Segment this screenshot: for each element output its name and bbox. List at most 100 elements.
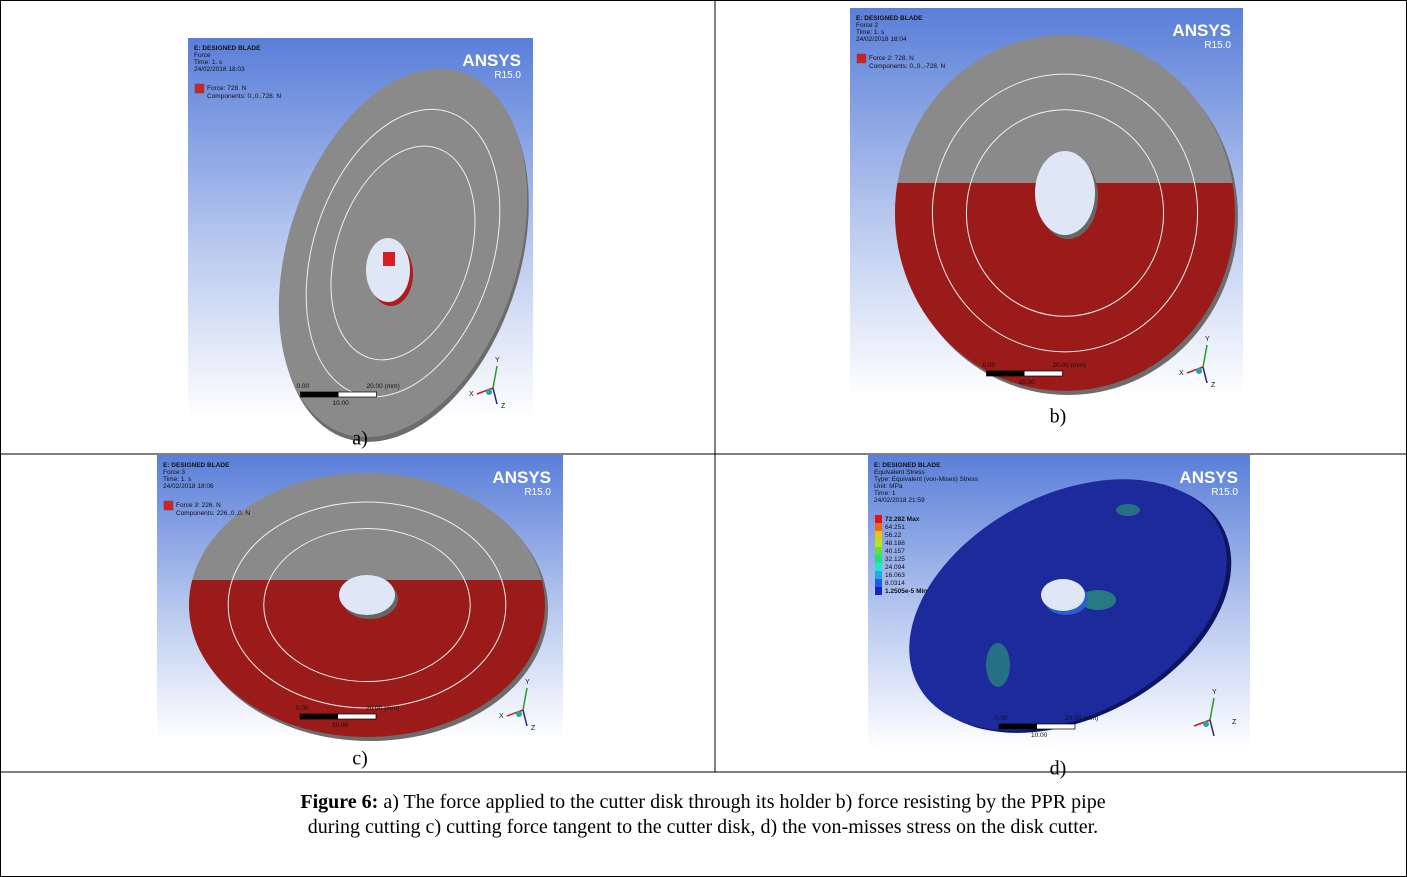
- panel-label: c): [352, 748, 368, 770]
- legend-text: Force 2: 728. N: [869, 55, 914, 62]
- axis-letter: X: [469, 391, 474, 398]
- brand: ANSYS: [462, 51, 521, 70]
- caption-text: during cutting c) cutting force tangent …: [308, 816, 1098, 838]
- contour-swatch: [875, 579, 882, 587]
- scale-label: 10.00: [332, 722, 349, 729]
- caption-text: a) The force applied to the cutter disk …: [378, 791, 1105, 813]
- scale-label: 20.00 (mm): [366, 705, 399, 712]
- panel-label: d): [1050, 758, 1067, 780]
- header-text: E: DESIGNED BLADE: [874, 462, 941, 469]
- contour-swatch: [875, 571, 882, 579]
- force-marker: [383, 252, 395, 266]
- scale-label: 20.00 (mm): [1053, 362, 1086, 369]
- scale-label: 10.00: [333, 400, 350, 407]
- scale-label: 0.00: [995, 715, 1008, 722]
- legend-text: Components: 226.,0.,0. N: [176, 510, 250, 517]
- contour-swatch: [875, 539, 882, 547]
- legend-swatch: [164, 501, 173, 510]
- disc-hole: [1035, 151, 1095, 235]
- header-text: Time: 1. s: [856, 29, 885, 36]
- axis-letter: Z: [1211, 382, 1216, 389]
- contour-value: 1.2505e-5 Min: [885, 588, 927, 595]
- legend-text: Force 3: 226. N: [176, 502, 221, 509]
- contour-value: 64.251: [885, 524, 905, 531]
- contour-value: 16.063: [885, 572, 905, 579]
- scale-bar-fill: [999, 724, 1037, 729]
- scale-label: 10.00: [1031, 732, 1048, 739]
- brand: ANSYS: [1172, 21, 1231, 40]
- scale-bar-fill: [301, 392, 339, 397]
- version: R15.0: [524, 487, 551, 498]
- axis-letter: Y: [1205, 336, 1210, 343]
- caption-label: Figure 6:: [300, 791, 378, 813]
- header-text: E: DESIGNED BLADE: [194, 45, 261, 52]
- version: R15.0: [494, 70, 521, 81]
- legend-swatch: [195, 84, 204, 93]
- contour-value: 48.188: [885, 540, 905, 547]
- brand: ANSYS: [492, 468, 551, 487]
- axis-letter: Y: [495, 357, 500, 364]
- contour-swatch: [875, 523, 882, 531]
- header-text: Time: 1: [874, 490, 896, 497]
- disc-hole: [366, 238, 410, 302]
- header-text: 24/02/2018 21:59: [874, 497, 925, 504]
- legend-text: Force: 728. N: [207, 85, 247, 92]
- axis-origin: [1203, 721, 1209, 727]
- header-text: Type: Equivalent (von-Mises) Stress: [874, 476, 979, 483]
- axis-origin: [486, 389, 492, 395]
- scale-label: 10.00: [1019, 379, 1036, 386]
- contour-swatch: [875, 555, 882, 563]
- scale-label: 20.00 (mm): [367, 383, 400, 390]
- contour-swatch: [875, 547, 882, 555]
- stress-spot: [986, 643, 1010, 687]
- scale-label: 20.00 (mm): [1065, 715, 1098, 722]
- header-text: 24/02/2018 18:03: [194, 66, 245, 73]
- header-text: E: DESIGNED BLADE: [856, 15, 923, 22]
- axis-letter: X: [499, 713, 504, 720]
- axis-letter: Y: [525, 679, 530, 686]
- axis-letter: Z: [1232, 719, 1237, 726]
- axis-letter: Z: [501, 403, 506, 410]
- stress-spot: [1116, 504, 1140, 516]
- scale-label: 0.00: [297, 383, 310, 390]
- axis-origin: [1196, 368, 1202, 374]
- version: R15.0: [1204, 40, 1231, 51]
- header-text: Force 2: [856, 22, 878, 29]
- axis-letter: X: [1179, 370, 1184, 377]
- contour-value: 56.22: [885, 532, 902, 539]
- panel-label: b): [1050, 406, 1067, 428]
- scale-label: 0.00: [983, 362, 996, 369]
- header-text: Force: [194, 52, 211, 59]
- header-text: Force 3: [163, 469, 185, 476]
- disc-hole: [339, 575, 395, 615]
- header-text: Unit: MPa: [874, 483, 903, 490]
- contour-value: 8.0314: [885, 580, 905, 587]
- contour-value: 72.282 Max: [885, 516, 920, 523]
- axis-letter: Z: [531, 725, 536, 732]
- panel-label: a): [352, 428, 368, 450]
- contour-value: 24.094: [885, 564, 905, 571]
- scale-bar-fill: [300, 714, 338, 719]
- contour-value: 40.157: [885, 548, 905, 555]
- scale-label: 0.00: [296, 705, 309, 712]
- scale-bar-fill: [987, 371, 1025, 376]
- header-text: Equivalent Stress: [874, 469, 925, 476]
- figure-page: Figure 6: a) The force applied to the cu…: [0, 0, 1407, 877]
- axis-letter: Y: [1212, 689, 1217, 696]
- contour-swatch: [875, 587, 882, 595]
- caption-line: Figure 6: a) The force applied to the cu…: [300, 791, 1105, 813]
- legend-text: Components: 0.,0.,-728. N: [869, 63, 946, 70]
- axis-origin: [516, 711, 522, 717]
- disc-hole: [1041, 579, 1085, 611]
- header-text: E: DESIGNED BLADE: [163, 462, 230, 469]
- brand: ANSYS: [1179, 468, 1238, 487]
- header-text: Time: 1. s: [163, 476, 192, 483]
- contour-swatch: [875, 563, 882, 571]
- contour-swatch: [875, 531, 882, 539]
- header-text: Time: 1. s: [194, 59, 223, 66]
- version: R15.0: [1211, 487, 1238, 498]
